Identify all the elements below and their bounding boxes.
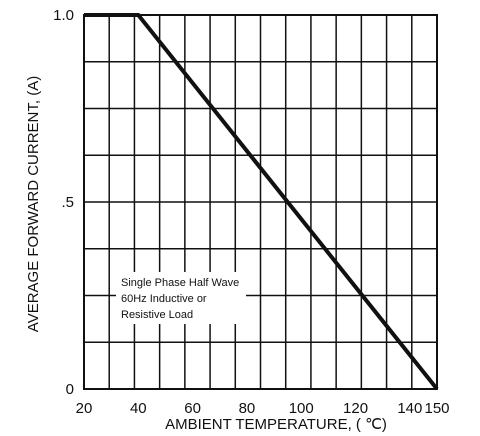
x-tick-label: 150 xyxy=(424,400,449,417)
annotation-line-1: Single Phase Half Wave xyxy=(121,277,239,289)
x-tick-label: 20 xyxy=(76,400,93,417)
annotation-background xyxy=(116,272,246,324)
y-axis-label: AVERAGE FORWARD CURRENT, (A) xyxy=(25,76,42,332)
x-tick-label: 80 xyxy=(239,400,256,417)
x-axis-label: AMBIENT TEMPERATURE, ( ℃) xyxy=(165,416,387,433)
grid xyxy=(84,15,437,389)
y-tick-label: 0 xyxy=(66,381,74,398)
x-tick-labels: 20 40 60 80 100 120 140 150 xyxy=(76,400,450,417)
y-tick-label: .5 xyxy=(61,194,74,211)
x-tick-label: 100 xyxy=(289,400,314,417)
annotation-line-3: Resistive Load xyxy=(121,309,193,321)
y-tick-label: 1.0 xyxy=(53,7,74,24)
annotation-line-2: 60Hz Inductive or xyxy=(121,293,207,305)
series-line xyxy=(84,13,439,391)
x-tick-label: 140 xyxy=(397,400,422,417)
x-tick-label: 40 xyxy=(130,400,147,417)
x-tick-label: 120 xyxy=(343,400,368,417)
plot-frame xyxy=(83,14,438,390)
y-tick-labels: 1.0 .5 0 xyxy=(53,7,74,398)
series-group xyxy=(84,13,439,391)
x-tick-label: 60 xyxy=(184,400,201,417)
